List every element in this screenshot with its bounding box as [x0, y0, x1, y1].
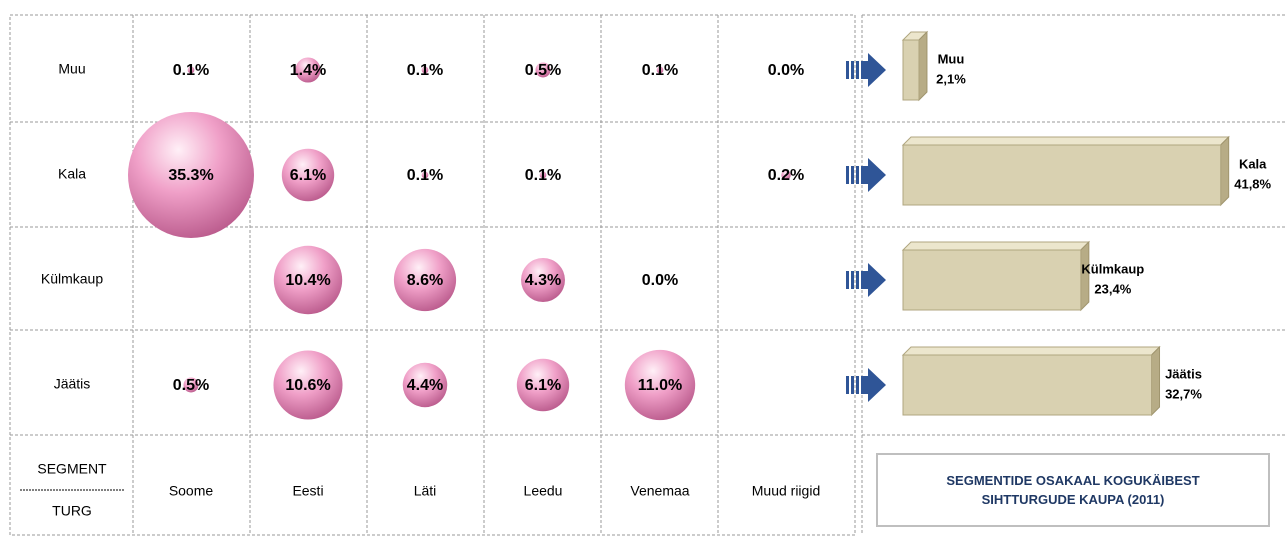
column-label: Läti: [414, 483, 437, 499]
total-name: Kala: [1239, 156, 1267, 171]
arrow-stripe: [851, 271, 854, 289]
data-label: 10.6%: [285, 377, 330, 394]
data-label: 4.3%: [525, 272, 561, 289]
data-label: 35.3%: [168, 167, 213, 184]
column-label: Eesti: [292, 483, 323, 499]
bar-top: [901, 346, 1161, 356]
total-label: 41,8%: [1234, 176, 1271, 191]
bar-side: [1220, 135, 1230, 207]
bubble: [516, 358, 570, 412]
bar-side: [1151, 345, 1161, 417]
arrow-stripe: [846, 166, 849, 184]
total-bar: [902, 249, 1082, 311]
data-label: 11.0%: [638, 377, 682, 394]
row-label: Muu: [58, 61, 85, 77]
data-label: 0.1%: [642, 62, 678, 79]
bubble: [273, 350, 343, 420]
data-label: 0.1%: [525, 167, 561, 184]
bubble: [183, 377, 199, 393]
data-label: 0.1%: [407, 62, 443, 79]
total-bar-group: Kala 41,8%: [846, 135, 1272, 207]
total-label: 2,1%: [936, 71, 966, 86]
arrow-stripe: [856, 61, 859, 79]
data-label: 10.4%: [285, 272, 330, 289]
column-axis-label: TURG: [52, 503, 92, 519]
bubble: [402, 362, 448, 408]
data-label: 0.1%: [173, 62, 209, 79]
bubble: [624, 349, 696, 421]
data-label: 0.0%: [642, 272, 678, 289]
arrow: [861, 263, 886, 297]
row-axis-label: SEGMENT: [37, 461, 107, 477]
total-name: Külmkaup: [1081, 261, 1144, 276]
arrow-stripe: [856, 376, 859, 394]
bubble: [535, 62, 551, 78]
total-label: 23,4%: [1094, 281, 1131, 296]
arrow-stripe: [846, 271, 849, 289]
bar-top: [901, 241, 1091, 251]
bubble: [295, 57, 321, 83]
row-label: Kala: [58, 166, 86, 182]
bubble: [421, 171, 429, 179]
arrow-stripe: [856, 271, 859, 289]
arrow-stripe: [846, 61, 849, 79]
data-label: 4.4%: [407, 377, 443, 394]
arrow: [861, 53, 886, 87]
arrow: [861, 158, 886, 192]
title-box: SEGMENTIDE OSAKAAL KOGUKÄIBEST SIHTTURGU…: [876, 453, 1270, 527]
total-bar-group: Külmkaup 23,4%: [846, 240, 1144, 312]
bubble: [273, 245, 343, 315]
bar-top: [901, 136, 1230, 146]
data-label: 0.5%: [173, 377, 209, 394]
arrow-stripe: [851, 166, 854, 184]
total-name: Muu: [938, 51, 965, 66]
bubble: [393, 248, 457, 312]
data-label: 0.0%: [768, 62, 804, 79]
arrow-stripe: [856, 166, 859, 184]
column-label: Leedu: [524, 483, 563, 499]
bubble: [187, 66, 195, 74]
row-label: Külmkaup: [41, 271, 103, 287]
total-label: 32,7%: [1165, 386, 1202, 401]
data-label: 0.1%: [407, 167, 443, 184]
column-label: Muud riigid: [752, 483, 820, 499]
total-bar-group: Jäätis 32,7%: [846, 345, 1202, 417]
bubble: [656, 66, 664, 74]
data-label: 8.6%: [407, 272, 443, 289]
data-label: 1.4%: [290, 62, 326, 79]
bubble: [521, 258, 565, 302]
data-label: 0.2%: [768, 167, 804, 184]
bubble: [781, 170, 791, 180]
column-label: Soome: [169, 483, 214, 499]
total-bar: [902, 39, 920, 101]
arrow-stripe: [851, 61, 854, 79]
bubble: [281, 148, 335, 202]
bubble: [128, 112, 254, 238]
arrow-stripe: [846, 376, 849, 394]
data-label: 6.1%: [290, 167, 326, 184]
total-bar-group: Muu 2,1%: [846, 30, 966, 102]
total-name: Jäätis: [1165, 366, 1202, 381]
bubble: [539, 171, 547, 179]
arrow: [861, 368, 886, 402]
total-bar: [902, 354, 1153, 416]
bar-side: [918, 30, 928, 102]
grid: [9, 14, 1285, 536]
total-bar: [902, 144, 1222, 206]
data-label: 6.1%: [525, 377, 561, 394]
column-label: Venemaa: [630, 483, 689, 499]
bubble: [421, 66, 429, 74]
row-label: Jäätis: [54, 376, 91, 392]
arrow-stripe: [851, 376, 854, 394]
data-label: 0.5%: [525, 62, 561, 79]
chart-title: SEGMENTIDE OSAKAAL KOGUKÄIBEST SIHTTURGU…: [946, 473, 1200, 507]
